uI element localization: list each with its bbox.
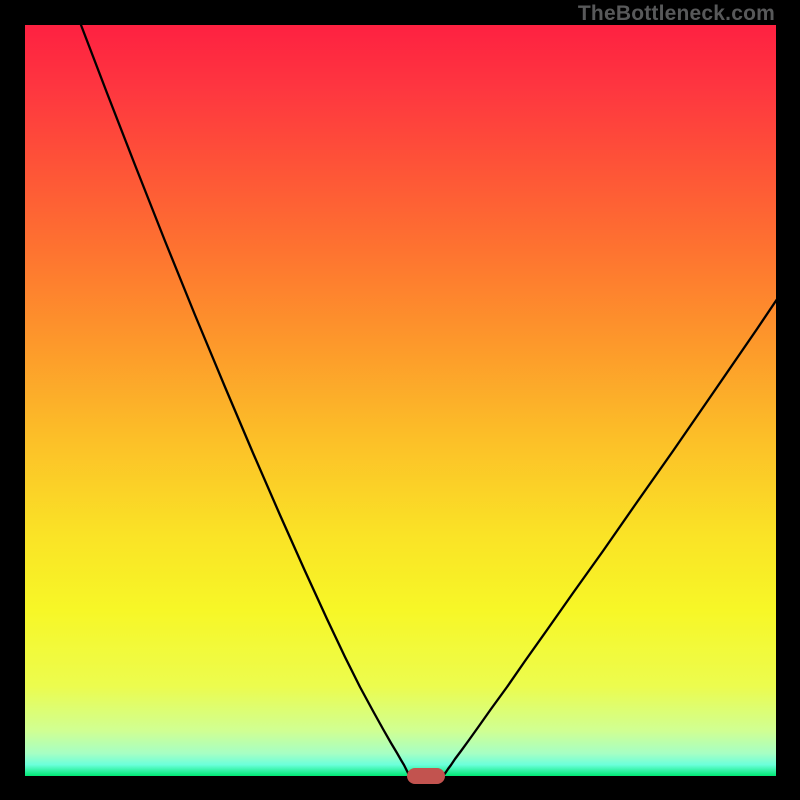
right-curve-path [443,265,800,776]
optimal-range-marker [407,768,445,784]
bottleneck-curve [0,0,800,800]
left-curve-path [81,25,409,776]
